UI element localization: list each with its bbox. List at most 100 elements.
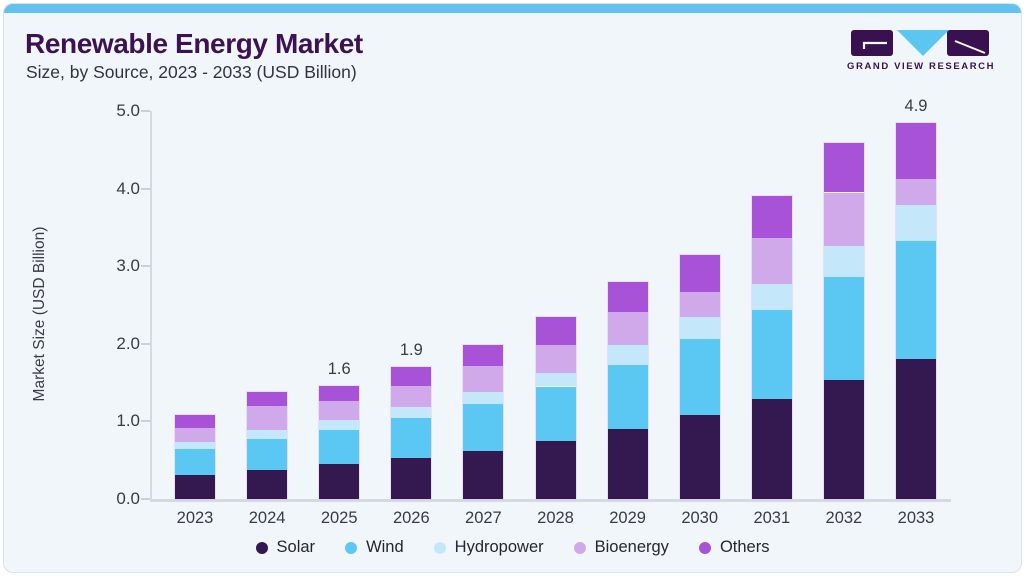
x-axis-tick-label-2030: 2030 xyxy=(681,509,719,527)
stacked-bar-2029 xyxy=(606,280,649,501)
y-axis-tick-mark xyxy=(141,498,150,500)
bar-segment-hydropower-2033 xyxy=(896,204,936,242)
bar-segment-solar-2028 xyxy=(535,440,576,499)
bar-segment-bioenergy-2031 xyxy=(751,238,792,285)
stacked-bar-2030 xyxy=(678,254,721,500)
bar-segment-wind-2030 xyxy=(679,339,720,416)
chart-legend: Solar Wind Hydropower Bioenergy Others xyxy=(4,538,1021,557)
y-axis-tick-label: 0.0 xyxy=(116,489,140,508)
chart-card: Renewable Energy Market Size, by Source,… xyxy=(3,3,1022,573)
card-top-accent-bar xyxy=(4,4,1021,13)
bar-segment-hydropower-2032 xyxy=(823,246,864,278)
bar-segment-bioenergy-2030 xyxy=(679,291,720,318)
bar-segment-hydropower-2031 xyxy=(751,284,792,311)
bar-segment-bioenergy-2028 xyxy=(535,345,576,373)
legend-label: Hydropower xyxy=(454,538,544,556)
bar-segment-others-2033 xyxy=(896,122,936,179)
stacked-bar-2028 xyxy=(534,316,577,500)
bar-segment-others-2027 xyxy=(463,344,504,367)
grand-view-research-logo: GRAND VIEW RESEARCH xyxy=(847,29,996,72)
bar-segment-hydropower-2025 xyxy=(319,419,360,430)
bar-segment-solar-2025 xyxy=(319,464,360,499)
legend-label: Others xyxy=(719,538,770,556)
bar-segment-solar-2026 xyxy=(391,457,432,499)
y-axis-tick-mark xyxy=(141,110,150,112)
bar-segment-wind-2024 xyxy=(247,439,288,471)
y-axis-tick-label: 1.0 xyxy=(116,411,140,431)
bar-segment-wind-2027 xyxy=(463,404,504,451)
bar-segment-solar-2024 xyxy=(247,470,288,499)
bar-total-label-2026: 1.9 xyxy=(399,341,423,360)
bar-segment-bioenergy-2026 xyxy=(391,386,432,407)
bar-segment-others-2024 xyxy=(247,391,288,406)
legend-label: Bioenergy xyxy=(594,538,669,556)
x-axis-tick-label-2026: 2026 xyxy=(392,509,430,527)
legend-swatch-icon xyxy=(433,541,446,554)
x-axis-tick-label-2029: 2029 xyxy=(609,509,646,527)
bar-segment-others-2032 xyxy=(823,142,864,193)
bar-segment-wind-2032 xyxy=(823,277,864,381)
bar-segment-hydropower-2028 xyxy=(535,372,576,387)
y-axis-tick-mark xyxy=(141,187,150,190)
y-axis-tick-label: 3.0 xyxy=(116,256,140,276)
page-title: Renewable Energy Market xyxy=(25,28,363,59)
logo-wordmark: GRAND VIEW RESEARCH xyxy=(847,61,996,72)
legend-item-others: Others xyxy=(698,538,770,557)
bar-segment-hydropower-2026 xyxy=(391,406,432,419)
bar-segment-bioenergy-2027 xyxy=(463,366,504,392)
bar-segment-others-2026 xyxy=(391,367,432,387)
y-axis-tick-mark xyxy=(141,342,150,345)
bar-segment-hydropower-2029 xyxy=(607,345,648,365)
legend-label: Solar xyxy=(276,538,316,556)
bar-segment-hydropower-2024 xyxy=(247,429,288,440)
x-axis-tick-label-2023: 2023 xyxy=(176,509,214,527)
bar-segment-others-2028 xyxy=(535,317,576,346)
legend-item-bioenergy: Bioenergy xyxy=(573,538,669,557)
bar-segment-solar-2033 xyxy=(896,359,936,499)
x-axis-tick-label-2024: 2024 xyxy=(248,509,286,527)
bar-segment-wind-2026 xyxy=(391,418,432,458)
bar-segment-others-2031 xyxy=(751,195,792,239)
legend-item-hydropower: Hydropower xyxy=(433,538,544,557)
bar-total-label-2033: 4.9 xyxy=(904,96,928,115)
x-axis-tick-label-2027: 2027 xyxy=(465,509,502,527)
legend-item-solar: Solar xyxy=(255,538,316,557)
legend-swatch-icon xyxy=(573,541,586,554)
bar-segment-hydropower-2023 xyxy=(175,441,215,449)
bar-segment-wind-2025 xyxy=(319,429,360,465)
bar-segment-others-2030 xyxy=(679,255,720,292)
stacked-bar-2026 xyxy=(390,366,433,500)
x-axis-tick-label-2028: 2028 xyxy=(537,509,574,527)
stacked-bar-2031 xyxy=(750,194,793,501)
stacked-bar-2027 xyxy=(462,343,505,501)
legend-swatch-icon xyxy=(698,541,711,554)
bar-segment-wind-2023 xyxy=(175,448,215,475)
bar-segment-solar-2030 xyxy=(679,415,720,499)
y-axis-tick-label: 5.0 xyxy=(116,101,140,120)
y-axis-title: Market Size (USD Billion) xyxy=(31,226,48,402)
stacked-bar-chart-plot-area: Market Size (USD Billion) 0.0 1.0 2.0 3.0 4.… xyxy=(31,97,951,527)
bar-segment-solar-2032 xyxy=(823,380,864,499)
stacked-bar-2032 xyxy=(822,141,865,501)
bar-segment-others-2023 xyxy=(175,415,215,429)
stacked-bar-2024 xyxy=(246,390,289,501)
bar-segment-solar-2023 xyxy=(175,474,215,499)
y-axis-tick-label: 2.0 xyxy=(116,333,140,353)
bar-segment-solar-2027 xyxy=(463,450,504,499)
page-subtitle: Size, by Source, 2023 - 2033 (USD Billio… xyxy=(26,62,357,82)
y-axis-tick-label: 4.0 xyxy=(116,178,140,198)
bar-segment-hydropower-2027 xyxy=(463,391,504,405)
legend-swatch-icon xyxy=(255,541,268,554)
bar-segment-bioenergy-2033 xyxy=(896,178,936,205)
x-axis-tick-label-2025: 2025 xyxy=(320,509,358,527)
bar-total-label-2025: 1.6 xyxy=(327,359,351,378)
y-axis-tick-mark xyxy=(141,265,150,268)
bar-segment-bioenergy-2032 xyxy=(823,192,864,247)
legend-label: Wind xyxy=(366,538,404,556)
stacked-bar-2023 xyxy=(174,414,216,500)
y-axis-tick-mark xyxy=(141,420,150,423)
stacked-bar-2025 xyxy=(318,384,361,501)
bar-segment-solar-2031 xyxy=(751,398,792,499)
bar-segment-bioenergy-2024 xyxy=(247,405,288,430)
